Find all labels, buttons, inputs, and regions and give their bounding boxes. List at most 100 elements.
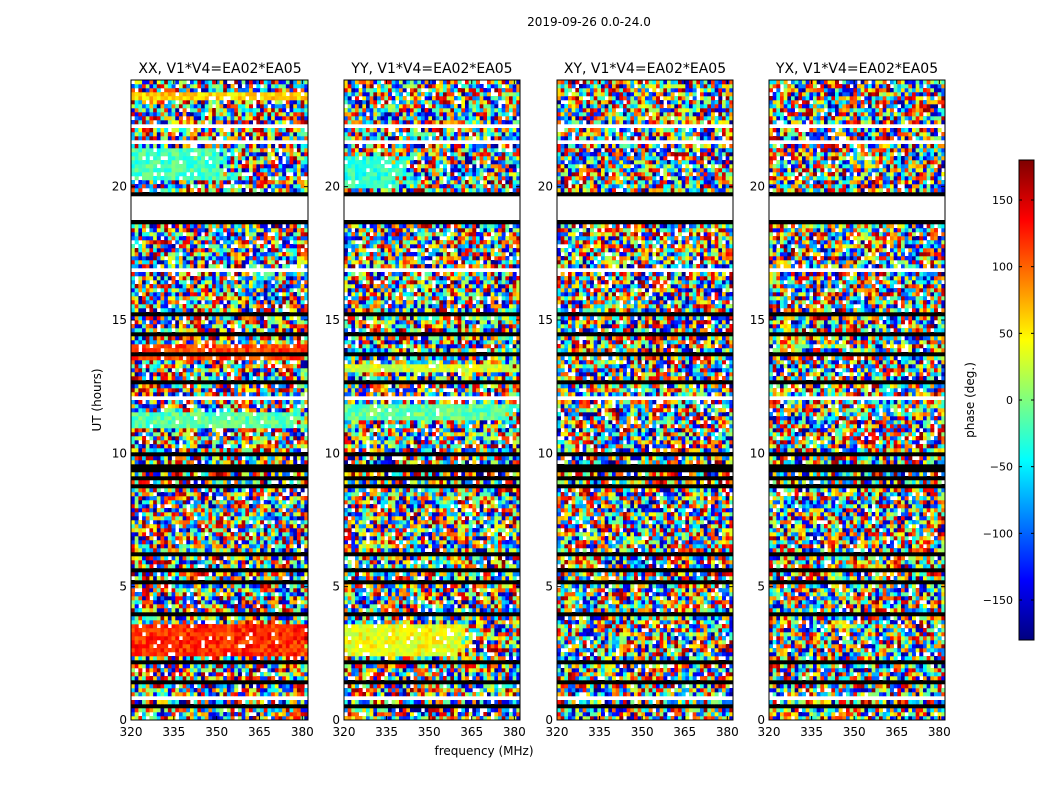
heatmap-cell bbox=[278, 684, 283, 689]
heatmap-cell bbox=[289, 392, 294, 397]
heatmap-cell bbox=[215, 600, 220, 605]
heatmap-cell bbox=[260, 408, 265, 413]
heatmap-cell bbox=[304, 348, 309, 353]
heatmap-cell bbox=[304, 400, 309, 405]
heatmap-cell bbox=[175, 596, 180, 601]
heatmap-cell bbox=[131, 232, 135, 237]
heatmap-cell bbox=[293, 228, 298, 233]
heatmap-cell bbox=[171, 640, 176, 645]
heatmap-cell bbox=[134, 344, 139, 349]
heatmap-cell bbox=[241, 340, 246, 345]
heatmap-cell bbox=[215, 340, 220, 345]
heatmap-cell bbox=[296, 392, 301, 397]
heatmap-cell bbox=[160, 388, 165, 393]
heatmap-cell bbox=[215, 556, 220, 561]
heatmap-cell bbox=[249, 600, 253, 605]
heatmap-cell bbox=[267, 644, 272, 649]
heatmap-cell bbox=[263, 616, 268, 621]
heatmap-cell bbox=[263, 684, 268, 689]
heatmap-cell bbox=[145, 428, 150, 433]
heatmap-cell bbox=[142, 392, 147, 397]
heatmap-cell bbox=[285, 300, 290, 305]
heatmap-cell bbox=[237, 708, 242, 713]
flagged-row bbox=[131, 468, 308, 473]
heatmap-cell bbox=[274, 428, 279, 433]
heatmap-cell bbox=[164, 688, 169, 693]
heatmap-cell bbox=[241, 324, 246, 329]
heatmap-cell bbox=[289, 652, 294, 657]
heatmap-cell bbox=[186, 260, 191, 265]
heatmap-cell bbox=[190, 648, 194, 653]
heatmap-cell bbox=[252, 368, 257, 373]
heatmap-cell bbox=[293, 556, 298, 561]
heatmap-cell bbox=[145, 296, 150, 301]
heatmap-cell bbox=[289, 616, 294, 621]
heatmap-cell bbox=[197, 424, 202, 429]
heatmap-cell bbox=[160, 652, 165, 657]
heatmap-cell bbox=[164, 180, 169, 185]
heatmap-cell bbox=[197, 432, 202, 437]
heatmap-cell bbox=[204, 456, 209, 461]
heatmap-cell bbox=[267, 444, 272, 449]
heatmap-cell bbox=[175, 520, 180, 525]
heatmap-cell bbox=[223, 688, 228, 693]
heatmap-cell bbox=[171, 160, 176, 165]
heatmap-cell bbox=[215, 232, 220, 237]
heatmap-cell bbox=[131, 324, 135, 329]
heatmap-cell bbox=[167, 564, 172, 569]
heatmap-cell bbox=[153, 344, 158, 349]
heatmap-cell bbox=[237, 652, 242, 657]
heatmap-cell bbox=[260, 292, 265, 297]
heatmap-cell bbox=[304, 256, 309, 261]
heatmap-cell bbox=[304, 340, 309, 345]
heatmap-cell bbox=[208, 300, 213, 305]
heatmap-cell bbox=[134, 656, 139, 661]
heatmap-cell bbox=[167, 420, 172, 425]
heatmap-cell bbox=[171, 284, 176, 289]
heatmap-cell bbox=[134, 336, 139, 341]
heatmap-cell bbox=[193, 652, 198, 657]
heatmap-cell bbox=[134, 708, 139, 713]
heatmap-cell bbox=[182, 596, 187, 601]
heatmap-cell bbox=[256, 348, 261, 353]
heatmap-cell bbox=[249, 236, 253, 241]
heatmap-cell bbox=[274, 488, 279, 493]
heatmap-cell bbox=[208, 432, 213, 437]
heatmap-cell bbox=[296, 624, 301, 629]
heatmap-cell bbox=[215, 532, 220, 537]
heatmap-cell bbox=[296, 532, 301, 537]
heatmap-cell bbox=[278, 652, 283, 657]
heatmap-cell bbox=[219, 644, 224, 649]
heatmap-cell bbox=[193, 524, 198, 529]
heatmap-cell bbox=[193, 280, 198, 285]
heatmap-cell bbox=[178, 284, 183, 289]
heatmap-cell bbox=[149, 288, 154, 293]
heatmap-cell bbox=[260, 308, 265, 313]
heatmap-cell bbox=[234, 500, 239, 505]
heatmap-cell bbox=[267, 340, 272, 345]
heatmap-cell bbox=[245, 276, 250, 281]
heatmap-cell bbox=[193, 340, 198, 345]
heatmap-cell bbox=[201, 712, 206, 717]
heatmap-cell bbox=[197, 304, 202, 309]
heatmap-cell bbox=[278, 676, 283, 681]
heatmap-cell bbox=[219, 716, 224, 721]
heatmap-cell bbox=[182, 176, 187, 181]
heatmap-cell bbox=[241, 400, 246, 405]
heatmap-cell bbox=[304, 512, 309, 517]
heatmap-cell bbox=[175, 168, 180, 173]
heatmap-cell bbox=[131, 632, 135, 637]
heatmap-cell bbox=[197, 256, 202, 261]
heatmap-cell bbox=[278, 448, 283, 453]
heatmap-cell bbox=[230, 224, 235, 229]
heatmap-cell bbox=[190, 280, 194, 285]
heatmap-cell bbox=[204, 368, 209, 373]
heatmap-cell bbox=[212, 424, 217, 429]
heatmap-cell bbox=[175, 284, 180, 289]
heatmap-cell bbox=[193, 588, 198, 593]
heatmap-cell bbox=[271, 664, 276, 669]
heatmap-cell bbox=[230, 488, 235, 493]
heatmap-cell bbox=[193, 716, 198, 721]
heatmap-cell bbox=[175, 316, 180, 321]
heatmap-cell bbox=[149, 300, 154, 305]
